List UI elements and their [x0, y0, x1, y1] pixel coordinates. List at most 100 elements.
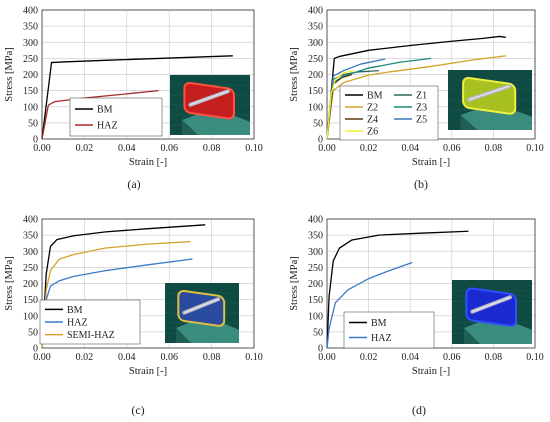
- x-tick-label: 0.00: [33, 352, 51, 363]
- x-tick-label: 0.06: [443, 352, 461, 363]
- y-tick-label: 0: [318, 135, 323, 146]
- panel-caption: (b): [414, 177, 428, 191]
- y-tick-label: 200: [308, 279, 323, 290]
- series-line-haz: [41, 89, 159, 140]
- y-tick-label: 350: [308, 22, 323, 33]
- panel-caption: (c): [131, 403, 144, 417]
- x-tick-label: 0.02: [360, 143, 378, 154]
- y-tick-label: 50: [28, 327, 38, 338]
- series-line-z2: [326, 55, 506, 140]
- x-tick-label: 0.10: [526, 352, 544, 363]
- x-tick-label: 0.00: [318, 352, 336, 363]
- x-tick-label: 0.10: [245, 352, 263, 363]
- legend-entry-haz: HAZ: [67, 318, 88, 329]
- x-tick-label: 0.04: [118, 143, 136, 154]
- y-tick-label: 100: [308, 102, 323, 113]
- series-line-bm: [41, 55, 233, 140]
- y-tick-label: 300: [23, 247, 38, 258]
- series-line-semi-haz: [41, 240, 191, 349]
- y-tick-label: 150: [23, 86, 38, 97]
- series-line-bm: [326, 35, 506, 140]
- x-tick-label: 0.10: [245, 143, 263, 154]
- x-tick-label: 0.04: [118, 352, 136, 363]
- y-tick-label: 200: [23, 70, 38, 81]
- y-tick-label: 200: [308, 70, 323, 81]
- inset-fe-model-image: [165, 283, 239, 343]
- y-tick-label: 250: [23, 54, 38, 65]
- legend: BM HAZ: [69, 97, 163, 137]
- y-tick-label: 50: [313, 327, 323, 338]
- y-tick-label: 100: [23, 311, 38, 322]
- plot-frame: [41, 218, 255, 349]
- legend-entry-bm: BM: [367, 91, 383, 102]
- x-tick-label: 0.00: [318, 143, 336, 154]
- y-tick-label: 250: [308, 54, 323, 65]
- legend-entry-z1: Z1: [416, 91, 427, 102]
- x-tick-label: 0.02: [360, 352, 378, 363]
- y-tick-label: 0: [33, 344, 38, 355]
- panel-caption: (a): [127, 177, 140, 191]
- panel-b: 0 50 100 150 200 250 300 350 400 0.00 0.02 0.04 0.06…: [289, 6, 544, 192]
- y-tick-label: 400: [308, 6, 323, 17]
- panel-d: 0 50 100 150 200 250 300 350 400 0.00 0.02 0.04 0.06…: [289, 215, 544, 418]
- x-tick-label: 0.06: [443, 143, 461, 154]
- y-tick-label: 50: [313, 118, 323, 129]
- x-tick-label: 0.06: [160, 143, 178, 154]
- y-tick-label: 300: [308, 247, 323, 258]
- y-axis-label: Stress [MPa]: [289, 256, 300, 311]
- inset-fe-model-image: [448, 70, 532, 130]
- x-tick-label: 0.08: [485, 352, 503, 363]
- y-tick-label: 350: [23, 22, 38, 33]
- legend-entry-bm: BM: [67, 305, 83, 316]
- x-axis-label: Strain [-]: [129, 157, 167, 168]
- x-axis-label: Strain [-]: [412, 157, 450, 168]
- x-tick-label: 0.08: [203, 143, 221, 154]
- legend-entry-semi-haz: SEMI-HAZ: [67, 330, 115, 341]
- series-line-haz: [41, 258, 193, 349]
- y-tick-label: 400: [23, 215, 38, 226]
- x-axis-label: Strain [-]: [412, 366, 450, 377]
- y-tick-label: 150: [308, 86, 323, 97]
- y-axis-label: Stress [MPa]: [289, 47, 300, 102]
- legend-box: [343, 311, 435, 349]
- y-tick-label: 100: [23, 102, 38, 113]
- series-line-bm: [326, 230, 469, 349]
- y-tick-label: 350: [308, 231, 323, 242]
- legend-entry-z3: Z3: [416, 103, 427, 114]
- legend-entry-bm: BM: [97, 105, 113, 116]
- plot-frame: [41, 9, 255, 140]
- legend-entry-z5: Z5: [416, 115, 427, 126]
- y-tick-label: 100: [308, 311, 323, 322]
- y-axis-label: Stress [MPa]: [4, 256, 15, 311]
- y-axis-label: Stress [MPa]: [4, 47, 15, 102]
- series-line-haz: [326, 261, 413, 349]
- legend-entry-bm: BM: [371, 318, 387, 329]
- y-tick-label: 300: [308, 38, 323, 49]
- x-tick-label: 0.04: [401, 143, 419, 154]
- y-tick-label: 0: [318, 344, 323, 355]
- x-tick-label: 0.00: [33, 143, 51, 154]
- y-tick-label: 150: [308, 295, 323, 306]
- legend-box: [69, 97, 163, 137]
- legend-entry-haz: HAZ: [371, 333, 392, 344]
- legend-entry-z4: Z4: [367, 115, 378, 126]
- panel-a: 0 50 100 150 200 250 300 350 400 0.00 0.02 0.04 0.06…: [4, 6, 263, 192]
- y-tick-label: 400: [23, 6, 38, 17]
- x-tick-label: 0.04: [401, 352, 419, 363]
- x-tick-label: 0.02: [76, 352, 94, 363]
- y-tick-label: 0: [33, 135, 38, 146]
- x-tick-label: 0.08: [485, 143, 503, 154]
- series-line-bm: [41, 224, 206, 349]
- y-tick-label: 400: [308, 215, 323, 226]
- x-tick-label: 0.08: [203, 352, 221, 363]
- y-tick-label: 300: [23, 38, 38, 49]
- y-tick-label: 50: [28, 118, 38, 129]
- panel-caption: (d): [412, 403, 426, 417]
- y-tick-label: 150: [23, 295, 38, 306]
- inset-fe-model-image: [170, 75, 250, 135]
- legend-entry-z6: Z6: [367, 127, 378, 138]
- inset-fe-model-image: [452, 280, 532, 344]
- x-tick-label: 0.10: [526, 143, 544, 154]
